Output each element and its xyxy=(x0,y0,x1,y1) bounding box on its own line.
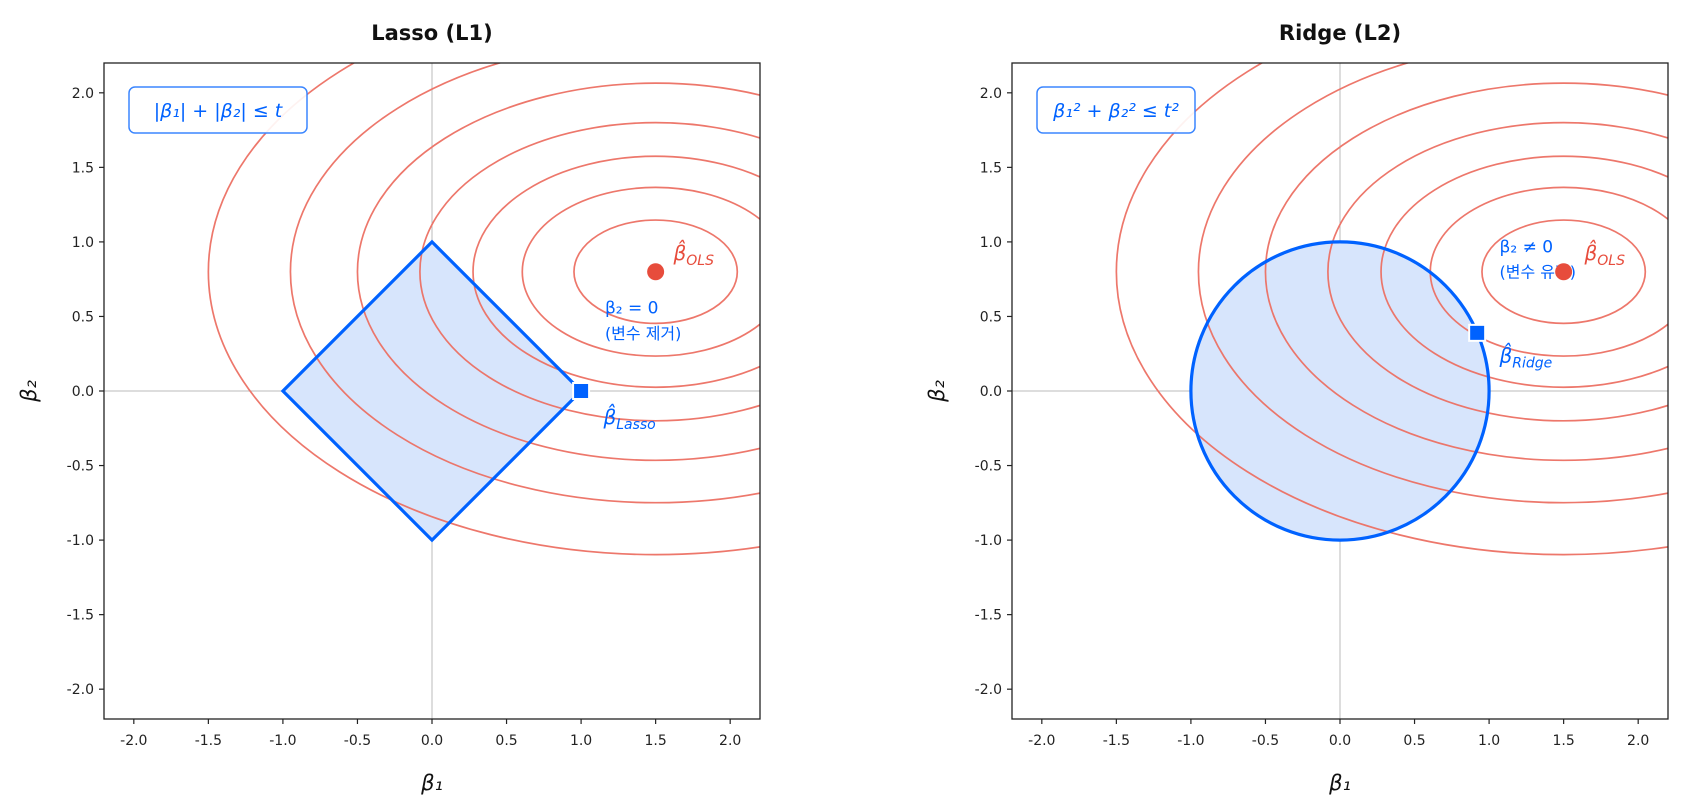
y-tick-label: -1.0 xyxy=(67,533,94,549)
ols-label-base: β̂ xyxy=(1584,240,1598,265)
x-tick-label: -1.0 xyxy=(269,733,296,749)
y-tick-label: 0.5 xyxy=(980,309,1002,325)
ols-label-base: β̂ xyxy=(673,240,687,265)
loss-contour xyxy=(472,155,760,389)
y-tick-label: -1.5 xyxy=(67,608,94,624)
loss-contour xyxy=(1264,82,1668,462)
x-tick-label: 2.0 xyxy=(719,733,741,749)
estimate-label-sub: Ridge xyxy=(1512,356,1552,372)
loss-contour xyxy=(289,63,760,504)
y-tick-label: 0.5 xyxy=(72,309,94,325)
y-tick-label: 1.0 xyxy=(980,235,1002,251)
x-tick-label: 1.5 xyxy=(645,733,667,749)
annotation-line1: β₂ = 0 xyxy=(605,298,659,318)
y-tick-label: -2.0 xyxy=(67,682,94,698)
estimate-label-base: β̂ xyxy=(602,404,616,429)
loss-contour xyxy=(1197,63,1668,504)
y-tick-label: 0.0 xyxy=(980,384,1002,400)
estimate-label: β̂Ridge xyxy=(1499,343,1553,372)
estimate-point xyxy=(572,382,591,400)
x-tick-label: -0.5 xyxy=(344,733,371,749)
x-tick-label: 2.0 xyxy=(1627,733,1649,749)
y-tick-label: -0.5 xyxy=(67,459,94,475)
loss-contour xyxy=(521,186,760,357)
loss-contour xyxy=(1481,219,1647,325)
x-tick-label: 0.5 xyxy=(1403,733,1425,749)
ols-point xyxy=(1555,263,1573,281)
loss-contour xyxy=(356,82,760,462)
y-axis-label: β₂ xyxy=(925,380,949,403)
ols-label: β̂OLS xyxy=(1584,240,1626,269)
loss-contour xyxy=(419,121,760,422)
l2-constraint-circle xyxy=(1189,240,1491,542)
loss-contour xyxy=(573,219,739,325)
loss-contour xyxy=(1115,63,1668,556)
x-tick-label: 0.5 xyxy=(495,733,517,749)
x-tick-label: 1.5 xyxy=(1553,733,1575,749)
y-tick-label: 0.0 xyxy=(72,384,94,400)
constraint-formula: β₁² + β₂² ≤ t² xyxy=(1052,100,1179,122)
x-axis-label: β₁ xyxy=(420,771,443,795)
x-tick-label: 1.0 xyxy=(570,733,592,749)
y-tick-label: -1.5 xyxy=(975,608,1002,624)
estimate-point xyxy=(1468,323,1487,342)
y-axis-label: β₂ xyxy=(17,380,41,403)
estimate-label-sub: Lasso xyxy=(616,417,656,433)
x-tick-label: 1.0 xyxy=(1478,733,1500,749)
y-tick-label: 2.0 xyxy=(72,86,94,102)
x-tick-label: 0.0 xyxy=(1329,733,1351,749)
l2-constraint-fill xyxy=(1190,241,1490,541)
loss-contour xyxy=(1380,155,1668,389)
ols-label-sub: OLS xyxy=(686,253,714,269)
y-tick-label: -0.5 xyxy=(975,459,1002,475)
x-tick-label: -2.0 xyxy=(1028,733,1055,749)
estimate-label: β̂Lasso xyxy=(602,404,655,433)
constraint-formula-box xyxy=(128,86,308,134)
chart-title: Lasso (L1) xyxy=(371,21,492,45)
ols-point xyxy=(647,263,665,281)
x-axis-label: β₁ xyxy=(1328,771,1351,795)
x-tick-label: -1.5 xyxy=(1103,733,1130,749)
x-tick-label: -0.5 xyxy=(1252,733,1279,749)
x-tick-label: 0.0 xyxy=(421,733,443,749)
y-tick-label: 1.5 xyxy=(980,160,1002,176)
constraint-formula-box xyxy=(1036,86,1196,134)
y-tick-label: 2.0 xyxy=(980,86,1002,102)
annotation-line1: β₂ ≠ 0 xyxy=(1500,237,1554,257)
loss-contour xyxy=(207,63,760,556)
x-tick-label: -1.5 xyxy=(195,733,222,749)
x-tick-label: -1.0 xyxy=(1177,733,1204,749)
ols-label: β̂OLS xyxy=(673,240,715,269)
x-tick-label: -2.0 xyxy=(120,733,147,749)
l1-constraint-fill xyxy=(282,241,582,541)
y-tick-label: 1.0 xyxy=(72,235,94,251)
loss-contour xyxy=(1327,121,1668,422)
annotation-line2: (변수 제거) xyxy=(605,324,681,343)
estimate-label-base: β̂ xyxy=(1499,343,1513,368)
y-tick-label: -1.0 xyxy=(975,533,1002,549)
y-tick-label: 1.5 xyxy=(72,160,94,176)
l1-constraint-diamond xyxy=(280,239,584,543)
chart-title: Ridge (L2) xyxy=(1279,21,1401,45)
y-tick-label: -2.0 xyxy=(975,682,1002,698)
constraint-formula: |β₁| + |β₂| ≤ t xyxy=(154,100,284,122)
ols-label-sub: OLS xyxy=(1597,253,1625,269)
